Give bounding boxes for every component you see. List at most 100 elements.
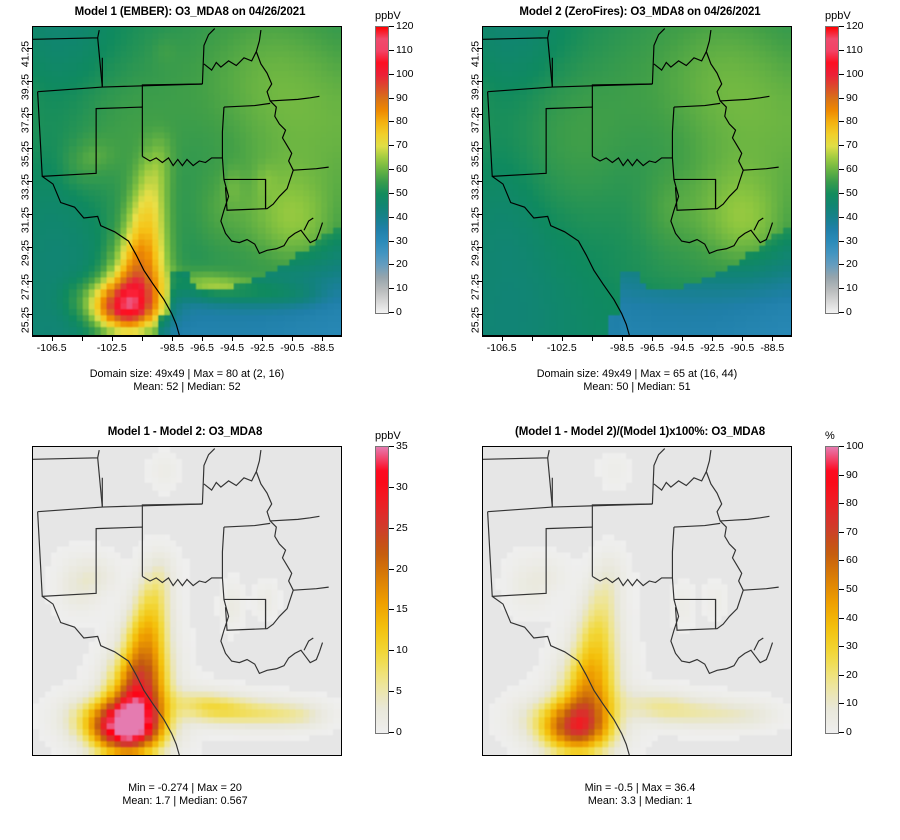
colorbar-tick: [839, 240, 844, 242]
x-axis-tick-label: -94.5: [670, 342, 695, 354]
colorbar-tick: [839, 646, 844, 648]
panel-difference-percent: (Model 1 - Model 2)/(Model 1)x100%: O3_M…: [450, 420, 900, 840]
colorbar-tick: [389, 216, 394, 218]
y-axis-tick: [477, 214, 482, 216]
x-axis-tick-label: -92.5: [700, 342, 725, 354]
y-axis-tick-label: 33.25: [19, 173, 31, 200]
map-canvas: [33, 27, 341, 335]
colorbar-tick-label: 25: [396, 521, 408, 534]
y-axis-tick: [477, 313, 482, 315]
x-axis-tick-label: -106.5: [36, 342, 67, 354]
colorbar-tick: [389, 691, 394, 693]
y-axis-tick-label: 37.25: [469, 107, 481, 134]
y-axis-tick: [27, 147, 32, 149]
colorbar: ppbV 0 5 10 15 20 25 30 35: [375, 430, 445, 756]
y-axis-tick: [27, 47, 32, 49]
y-axis-tick: [27, 81, 32, 83]
colorbar-gradient: [825, 26, 839, 314]
y-axis-tick: [27, 247, 32, 249]
y-axis-tick-label: 25.25: [469, 306, 481, 333]
colorbar-tick: [389, 192, 394, 194]
x-axis-tick-label: -90.5: [730, 342, 755, 354]
colorbar-tick: [389, 26, 394, 27]
colorbar-tick: [389, 145, 394, 147]
x-axis-tick: [51, 336, 53, 341]
y-axis-tick: [27, 114, 32, 116]
map-canvas: [483, 27, 791, 335]
x-axis-tick: [682, 336, 684, 341]
y-axis-tick-label: 35.25: [19, 140, 31, 167]
colorbar-tick-label: 50: [396, 186, 408, 199]
x-axis-tick: [742, 336, 744, 341]
colorbar-tick: [389, 264, 394, 266]
colorbar-tick-label: 10: [846, 697, 858, 710]
stats-line-1: Domain size: 49x49 | Max = 80 at (2, 16): [89, 368, 285, 380]
x-axis-tick-label: -106.5: [486, 342, 517, 354]
x-axis-tick-label: -88.5: [310, 342, 335, 354]
x-axis-tick: [171, 336, 173, 341]
y-axis-tick: [27, 180, 32, 182]
map-canvas: [33, 447, 341, 755]
colorbar-tick: [839, 474, 844, 476]
y-axis-tick-label: 35.25: [469, 140, 481, 167]
x-axis-tick-label: -102.5: [96, 342, 127, 354]
y-axis-tick-label: 31.25: [19, 206, 31, 234]
colorbar-tick: [839, 531, 844, 533]
colorbar-tick-label: 40: [846, 611, 858, 624]
y-axis-tick-label: 25.25: [19, 306, 31, 333]
stats-line-2: Mean: 1.7 | Median: 0.567: [122, 794, 248, 807]
panel-statistics: Min = -0.274 | Max = 20 Mean: 1.7 | Medi…: [0, 782, 410, 807]
map-plot-area[interactable]: [32, 26, 342, 336]
colorbar-tick-label: 20: [396, 562, 408, 575]
colorbar-tick-label: 70: [846, 525, 858, 538]
colorbar-tick: [389, 732, 394, 733]
colorbar-tick: [839, 674, 844, 676]
x-axis-tick: [652, 336, 654, 341]
colorbar-tick: [389, 240, 394, 242]
colorbar-tick-label: 50: [846, 186, 858, 199]
y-axis-tick: [477, 280, 482, 282]
panel-statistics: Domain size: 49x49 | Max = 80 at (2, 16)…: [0, 368, 412, 393]
map-plot-area[interactable]: [482, 26, 792, 336]
y-axis-tick: [477, 114, 482, 116]
x-axis-tick: [111, 336, 113, 341]
x-axis-tick: [232, 336, 234, 341]
stats-line-2: Mean: 52 | Median: 52: [133, 380, 241, 393]
y-axis: 25.25 27.25 29.25 31.25 33.25 35.25 37.25 39.25…: [450, 26, 482, 336]
colorbar-tick: [389, 527, 394, 529]
map-plot-area[interactable]: [32, 446, 342, 756]
y-axis-tick-label: 33.25: [469, 173, 481, 200]
state-borders-overlay: [483, 28, 779, 335]
panel-difference-absolute: Model 1 - Model 2: O3_MDA8 ppbV: [0, 420, 450, 840]
colorbar-tick: [839, 169, 844, 170]
colorbar-tick-label: 120: [396, 20, 414, 32]
colorbar-tick-label: 10: [396, 644, 408, 657]
x-axis-tick: [262, 336, 264, 341]
colorbar-tick-label: 20: [396, 258, 408, 271]
map-canvas: [483, 447, 791, 755]
colorbar-tick: [389, 49, 394, 51]
y-axis-tick: [477, 47, 482, 49]
colorbar-tick: [389, 486, 394, 488]
colorbar-tick-label: 0: [846, 306, 852, 318]
x-axis-tick: [202, 336, 204, 341]
y-axis-tick: [477, 247, 482, 249]
colorbar-tick-label: 10: [396, 282, 408, 295]
colorbar-tick: [839, 192, 844, 194]
x-axis-tick-label: -94.5: [220, 342, 245, 354]
colorbar-tick-label: 100: [846, 440, 864, 452]
colorbar-tick: [839, 503, 844, 505]
colorbar-tick-label: 110: [846, 43, 863, 56]
y-axis-tick-label: 29.25: [469, 240, 481, 267]
panel-statistics: Domain size: 49x49 | Max = 65 at (16, 44…: [412, 368, 862, 393]
x-axis-tick: [501, 336, 503, 341]
colorbar-tick-label: 15: [396, 603, 408, 616]
x-axis-tick: [81, 336, 83, 341]
state-borders-overlay: [483, 448, 779, 755]
colorbar-tick: [839, 145, 844, 147]
colorbar-tick: [389, 121, 394, 123]
map-plot-area[interactable]: [482, 446, 792, 756]
x-axis-tick-label: -96.5: [190, 342, 214, 354]
colorbar-tick: [839, 703, 844, 705]
colorbar-tick-label: 20: [846, 668, 858, 681]
